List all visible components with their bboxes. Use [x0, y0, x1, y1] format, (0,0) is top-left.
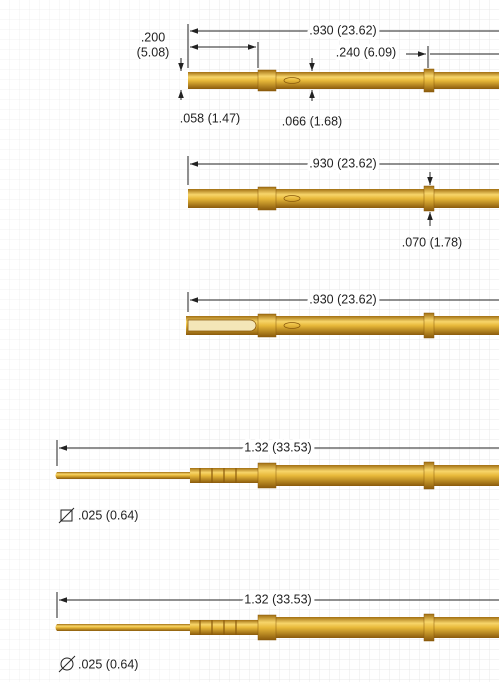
- dimension-label: .240 (6.09): [336, 45, 396, 59]
- dimension-label: .930 (23.62): [309, 23, 376, 37]
- dimension-label: .025 (0.64): [78, 657, 138, 671]
- dimension-label: .066 (1.68): [282, 114, 342, 128]
- pin-3: [186, 312, 499, 339]
- diameter-symbol: [58, 655, 76, 673]
- dimension-label: .070 (1.78): [402, 235, 462, 249]
- dimension-label: 1.32 (33.53): [244, 440, 311, 454]
- dimension-label: .930 (23.62): [309, 156, 376, 170]
- dimension-label: 1.32 (33.53): [244, 592, 311, 606]
- dimension-label: .200: [141, 30, 165, 44]
- square-symbol: [58, 507, 75, 524]
- dimension-label: .930 (23.62): [309, 292, 376, 306]
- pin-2: [188, 185, 499, 212]
- pin-4: [55, 461, 499, 490]
- pin-5: [55, 613, 499, 642]
- grid-dense: [200, 0, 499, 682]
- pin-1: [188, 68, 499, 93]
- dimension-label: .058 (1.47): [180, 111, 240, 125]
- dimension-label: .025 (0.64): [78, 508, 138, 522]
- dimension-label: (5.08): [137, 45, 170, 59]
